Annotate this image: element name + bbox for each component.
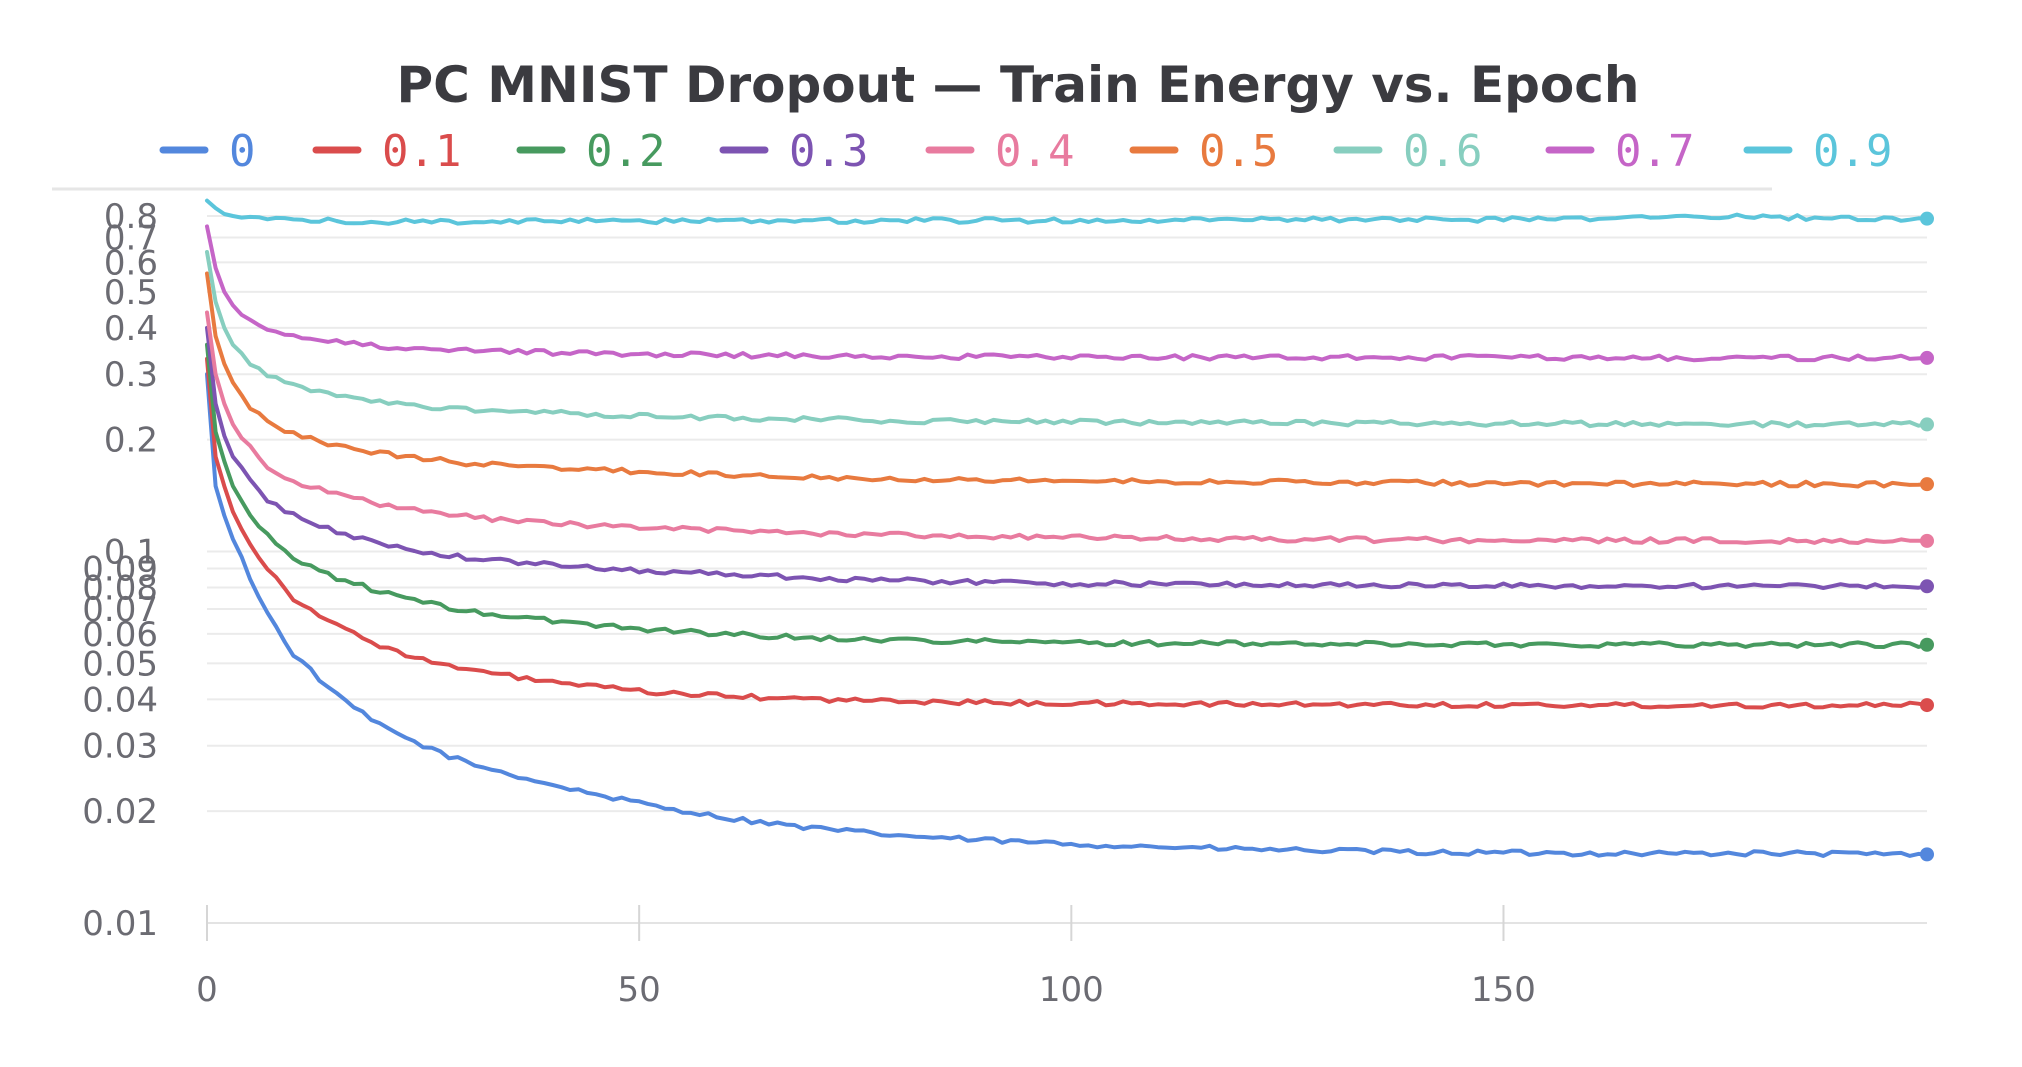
series-line bbox=[205, 271, 1929, 489]
series-end-point bbox=[1920, 579, 1934, 594]
series-end-point bbox=[1920, 211, 1934, 226]
y-tick-label: 0.05 bbox=[82, 644, 158, 684]
y-tick-label: 0.4 bbox=[104, 309, 158, 349]
legend-item-label: 0 bbox=[229, 126, 256, 177]
y-tick-label: 0.02 bbox=[82, 792, 158, 832]
series-line bbox=[205, 342, 1929, 649]
y-tick-label: 0.07 bbox=[82, 590, 158, 630]
series-line bbox=[205, 250, 1929, 429]
y-tick-label: 0.5 bbox=[104, 273, 158, 313]
x-tick-label: 150 bbox=[1471, 970, 1536, 1010]
y-tick-label: 0.6 bbox=[104, 243, 158, 283]
y-tick-label: 0.04 bbox=[82, 680, 158, 720]
y-tick-label: 0.3 bbox=[104, 355, 158, 395]
series-end-point bbox=[1920, 637, 1934, 652]
y-tick-label: 0.08 bbox=[82, 569, 158, 609]
chart-title: PC MNIST Dropout — Train Energy vs. Epoc… bbox=[397, 56, 1640, 114]
x-tick-label: 50 bbox=[618, 970, 661, 1010]
series-group bbox=[205, 198, 1934, 862]
y-tick-label: 0.2 bbox=[104, 421, 158, 461]
y-tick-label: 0.06 bbox=[82, 615, 158, 655]
x-tick-label: 100 bbox=[1039, 970, 1104, 1010]
series-end-point bbox=[1920, 350, 1934, 365]
series-end-point bbox=[1920, 477, 1934, 492]
legend-item-label: 0.2 bbox=[586, 126, 665, 177]
y-tick-label: 0.7 bbox=[104, 219, 158, 259]
series-line bbox=[205, 356, 1929, 710]
series-line bbox=[205, 372, 1929, 858]
legend-item-label: 0.3 bbox=[789, 126, 868, 177]
axes: 0.80.70.60.50.4 0.3 0.2 0.10.090.080.070.06… bbox=[82, 197, 1927, 1010]
series-line bbox=[205, 224, 1929, 363]
x-tick-label: 0 bbox=[196, 970, 218, 1010]
series-line bbox=[205, 198, 1929, 226]
series-end-point bbox=[1920, 533, 1934, 548]
legend-item-label: 0.9 bbox=[1813, 126, 1892, 177]
legend-item-label: 0.7 bbox=[1615, 126, 1694, 177]
y-tick-label: 0.01 bbox=[82, 904, 158, 944]
series-end-point bbox=[1920, 847, 1934, 862]
series-end-point bbox=[1920, 698, 1934, 713]
series-end-point bbox=[1920, 417, 1934, 432]
y-tick-label: 0.1 bbox=[104, 532, 158, 572]
series-line bbox=[205, 310, 1929, 545]
legend-item-label: 0.5 bbox=[1199, 126, 1278, 177]
y-tick-label: 0.03 bbox=[82, 727, 158, 767]
y-tick-label: 0.09 bbox=[82, 549, 158, 589]
legend-item-label: 0.1 bbox=[382, 126, 461, 177]
legend-item-label: 0.6 bbox=[1403, 126, 1482, 177]
legend: 0 0.1 0.2 0.3 0.4 0.5 0.6 0.7 0.9 bbox=[159, 126, 1892, 177]
legend-item-label: 0.4 bbox=[995, 126, 1074, 177]
y-tick-label: 0.8 bbox=[104, 197, 158, 237]
series-line bbox=[205, 325, 1929, 591]
